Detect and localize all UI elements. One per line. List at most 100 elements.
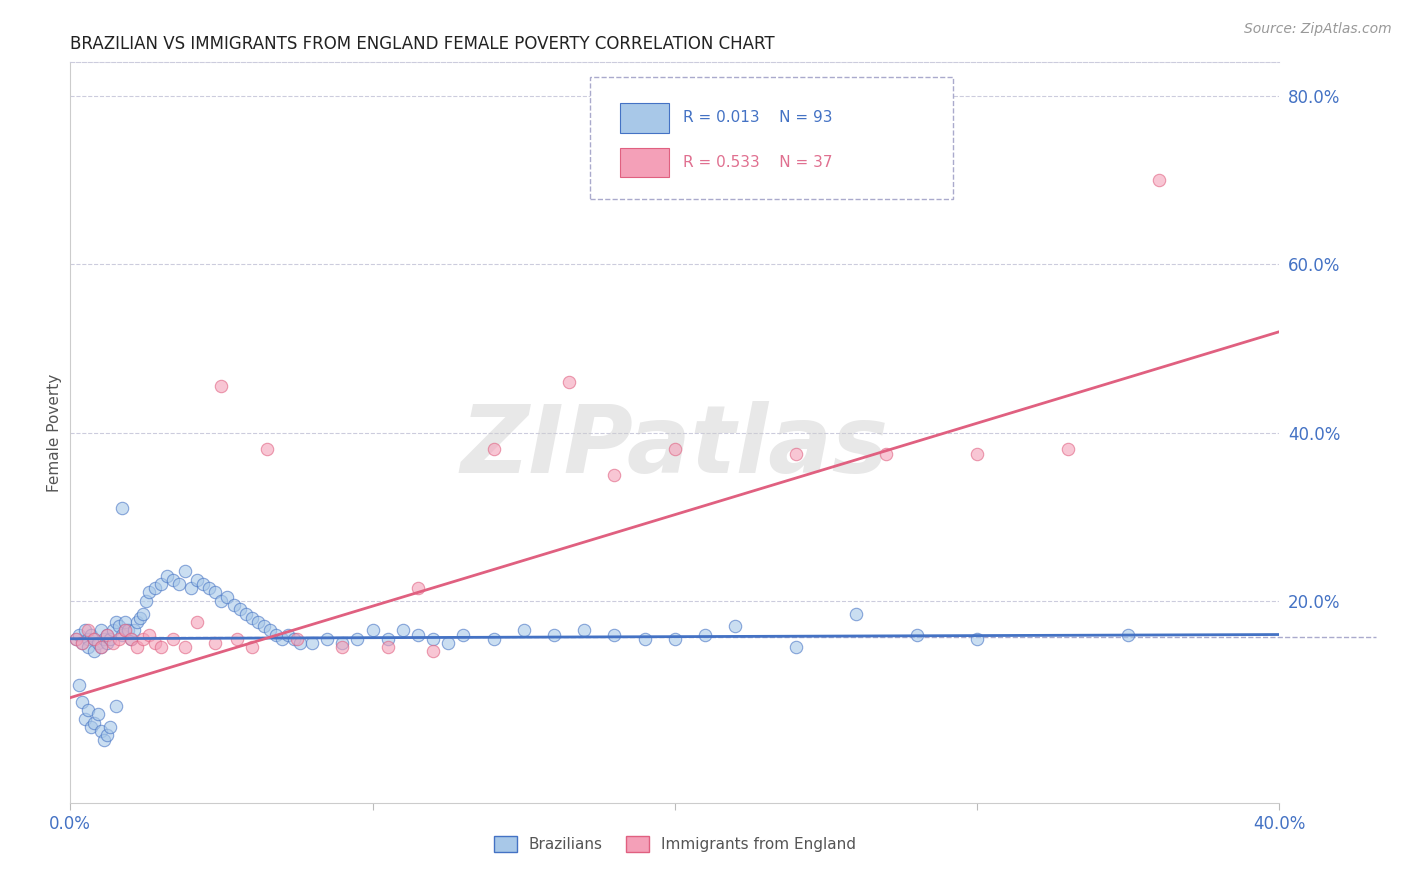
Point <box>406 627 429 641</box>
Point <box>80 627 103 641</box>
Point <box>90 640 111 655</box>
Point <box>211 379 233 393</box>
Point <box>240 640 263 655</box>
Point <box>875 447 898 461</box>
Point <box>77 640 100 655</box>
Point <box>114 624 136 638</box>
Point <box>114 615 136 629</box>
Point <box>664 632 686 646</box>
Point <box>186 573 208 587</box>
Point <box>83 632 105 646</box>
Point <box>143 581 166 595</box>
Point <box>259 624 281 638</box>
Point <box>1116 627 1139 641</box>
Text: ZIPatlas: ZIPatlas <box>461 401 889 493</box>
Point <box>111 501 134 516</box>
Point <box>211 594 233 608</box>
Point <box>77 632 100 646</box>
Point <box>98 720 121 734</box>
Point <box>574 624 596 638</box>
Point <box>83 644 105 658</box>
Point <box>128 610 150 624</box>
Point <box>437 636 460 650</box>
Point <box>217 590 239 604</box>
Point <box>143 636 166 650</box>
Point <box>346 632 368 646</box>
Point <box>96 627 118 641</box>
Point <box>406 581 429 595</box>
Point <box>235 607 257 621</box>
Point <box>67 678 90 692</box>
Y-axis label: Female Poverty: Female Poverty <box>46 374 62 491</box>
Point <box>93 632 115 646</box>
Point <box>664 442 686 457</box>
Point <box>180 581 202 595</box>
Point <box>93 732 115 747</box>
Point <box>150 577 172 591</box>
Point <box>277 627 299 641</box>
Point <box>135 594 157 608</box>
Point <box>332 636 354 650</box>
Point <box>558 375 581 389</box>
Bar <box>620 147 669 178</box>
Point <box>332 640 354 655</box>
Point <box>264 627 287 641</box>
Text: BRAZILIAN VS IMMIGRANTS FROM ENGLAND FEMALE POVERTY CORRELATION CHART: BRAZILIAN VS IMMIGRANTS FROM ENGLAND FEM… <box>70 35 775 53</box>
Point <box>114 624 136 638</box>
Point <box>198 581 221 595</box>
Point <box>391 624 415 638</box>
Point <box>785 447 807 461</box>
Point <box>174 640 197 655</box>
Point <box>122 624 145 638</box>
Point <box>75 624 97 638</box>
Point <box>90 640 111 655</box>
Point <box>72 636 94 650</box>
Point <box>186 615 208 629</box>
Point <box>72 636 94 650</box>
Point <box>905 627 928 641</box>
Legend: Brazilians, Immigrants from England: Brazilians, Immigrants from England <box>488 830 862 858</box>
Point <box>72 695 94 709</box>
Point <box>966 632 988 646</box>
Point <box>125 640 148 655</box>
Point <box>101 624 124 638</box>
Point <box>377 640 399 655</box>
Point <box>107 619 129 633</box>
Point <box>77 703 100 717</box>
Bar <box>620 103 669 133</box>
Point <box>174 565 197 579</box>
Point <box>77 624 100 638</box>
Point <box>453 627 475 641</box>
Point <box>482 632 505 646</box>
Point <box>86 636 108 650</box>
FancyBboxPatch shape <box>591 78 953 200</box>
Point <box>724 619 747 633</box>
Point <box>316 632 339 646</box>
Point <box>104 615 127 629</box>
Point <box>156 568 179 582</box>
Point <box>117 624 139 638</box>
Point <box>120 632 142 646</box>
Point <box>101 636 124 650</box>
Point <box>193 577 215 591</box>
Point <box>67 627 90 641</box>
Point <box>96 636 118 650</box>
Point <box>288 636 311 650</box>
Point <box>283 632 305 646</box>
Point <box>65 632 87 646</box>
Point <box>75 712 97 726</box>
Point <box>603 467 626 482</box>
Point <box>138 585 160 599</box>
Point <box>204 585 226 599</box>
Text: R = 0.533    N = 37: R = 0.533 N = 37 <box>683 155 832 169</box>
Point <box>162 573 184 587</box>
Point <box>966 447 988 461</box>
Point <box>80 720 103 734</box>
Point <box>285 632 308 646</box>
Point <box>138 627 160 641</box>
Point <box>603 627 626 641</box>
Point <box>83 715 105 730</box>
Point <box>1057 442 1080 457</box>
Point <box>1147 173 1170 187</box>
Point <box>96 729 118 743</box>
